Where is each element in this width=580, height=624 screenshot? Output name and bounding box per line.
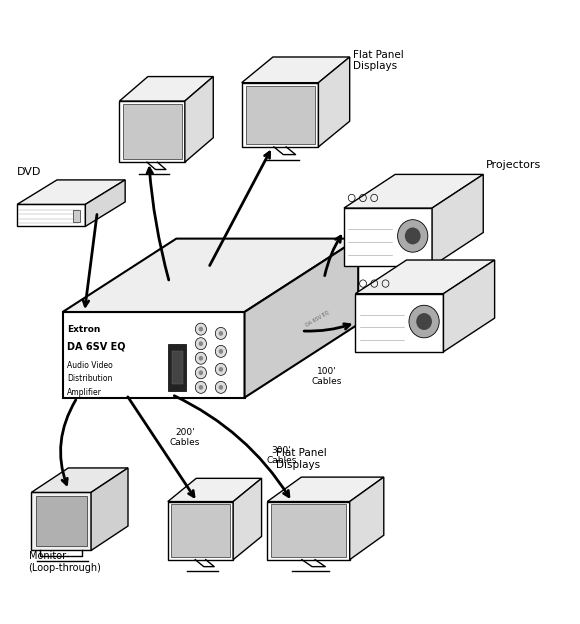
Text: Projectors: Projectors [486,160,541,170]
Text: Flat Panel
Displays: Flat Panel Displays [353,50,403,71]
Circle shape [219,331,223,336]
Circle shape [219,349,223,354]
Polygon shape [85,180,125,227]
Polygon shape [63,238,358,312]
Polygon shape [171,504,230,557]
Text: Distribution: Distribution [67,374,113,383]
Circle shape [215,363,226,376]
Polygon shape [318,57,350,147]
Polygon shape [233,479,262,560]
Polygon shape [31,468,128,492]
Circle shape [416,313,432,330]
Polygon shape [119,77,213,101]
Polygon shape [168,479,262,502]
Text: Amplifier: Amplifier [67,388,102,397]
Circle shape [215,346,226,358]
Text: 100'
Cables: 100' Cables [312,366,342,386]
Text: 300'
Cables: 300' Cables [266,446,296,466]
Circle shape [198,327,203,331]
Text: Audio Video: Audio Video [67,361,113,369]
Circle shape [215,381,226,393]
Polygon shape [31,492,91,550]
Polygon shape [35,497,87,547]
Circle shape [409,305,439,338]
Polygon shape [63,312,245,397]
Polygon shape [172,351,183,384]
Circle shape [195,352,206,364]
Polygon shape [17,205,85,227]
Text: 200'
Cables: 200' Cables [170,427,200,447]
Circle shape [198,356,203,361]
Polygon shape [356,294,444,352]
Text: DVD: DVD [17,167,42,177]
Polygon shape [17,180,125,205]
Polygon shape [245,238,358,397]
Circle shape [219,367,223,372]
Bar [168,344,186,391]
Circle shape [398,220,428,252]
Polygon shape [444,260,495,352]
Polygon shape [271,504,346,557]
Polygon shape [185,77,213,162]
Circle shape [215,328,226,339]
Polygon shape [242,83,318,147]
Circle shape [198,371,203,375]
Text: DA 6SV EQ: DA 6SV EQ [67,341,126,351]
Polygon shape [245,86,314,144]
Circle shape [198,385,203,390]
Bar [73,210,80,222]
Polygon shape [168,502,233,560]
Text: Monitor
(Loop-through): Monitor (Loop-through) [28,551,102,573]
Circle shape [195,338,206,349]
Text: DA 6SV EQ: DA 6SV EQ [304,309,329,327]
Polygon shape [267,477,384,502]
Polygon shape [242,57,350,83]
Circle shape [219,385,223,390]
Polygon shape [350,477,384,560]
Circle shape [405,228,420,245]
Circle shape [195,323,206,335]
Polygon shape [91,468,128,550]
Polygon shape [356,260,495,294]
Polygon shape [267,502,350,560]
Text: Extron: Extron [67,324,100,334]
Polygon shape [432,175,483,266]
Circle shape [198,341,203,346]
Polygon shape [123,104,182,159]
Polygon shape [344,208,432,266]
Polygon shape [344,175,483,208]
Polygon shape [119,101,185,162]
Circle shape [195,367,206,379]
Circle shape [195,381,206,393]
Text: Flat Panel
Displays: Flat Panel Displays [276,448,327,470]
